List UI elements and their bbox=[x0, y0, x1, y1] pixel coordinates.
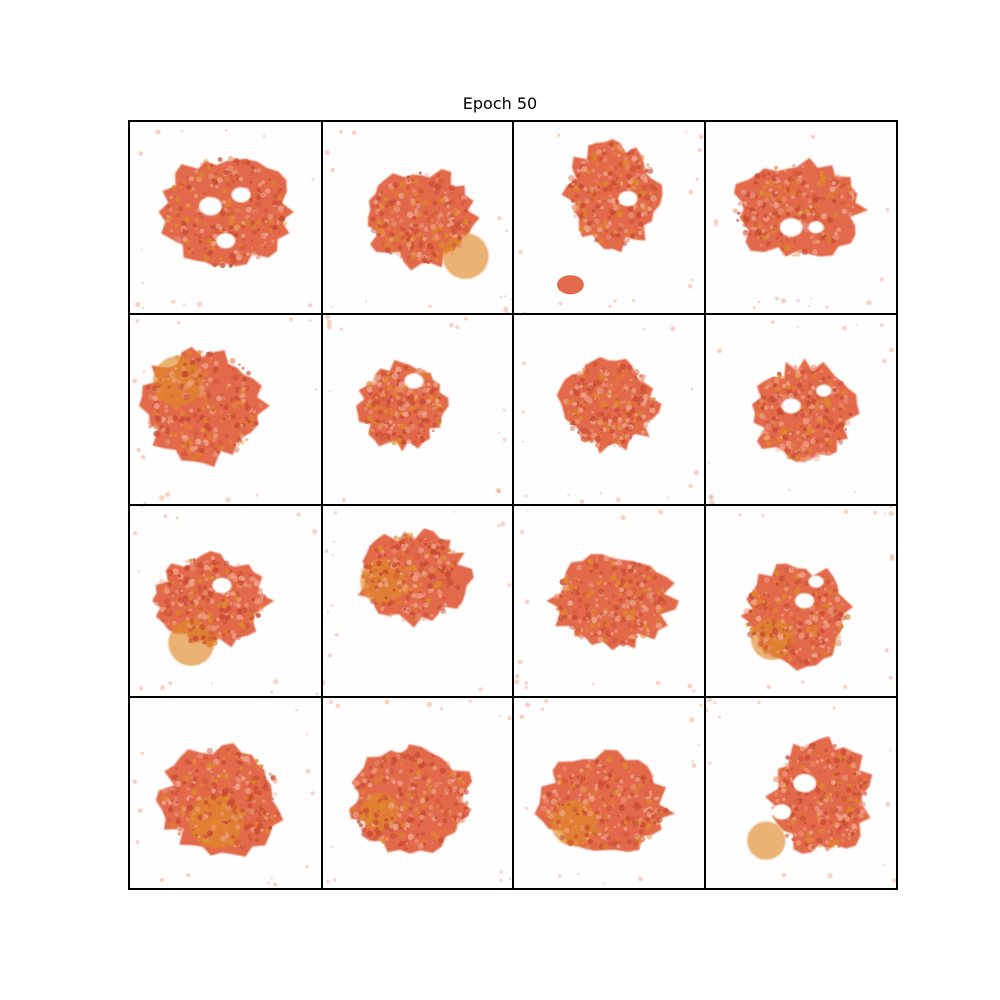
sample-image-6 bbox=[321, 313, 513, 505]
generated-sample-7 bbox=[521, 325, 700, 504]
generated-sample-4 bbox=[713, 134, 889, 309]
generated-sample-16 bbox=[704, 696, 896, 882]
sample-image-15 bbox=[513, 696, 705, 888]
generated-sample-15 bbox=[519, 698, 703, 885]
sample-image-2 bbox=[321, 122, 513, 314]
sample-image-10 bbox=[321, 505, 513, 697]
generated-sample-6 bbox=[324, 314, 506, 502]
figure-title: Epoch 50 bbox=[462, 94, 538, 113]
generated-sample-1 bbox=[135, 129, 315, 310]
sample-image-13 bbox=[130, 696, 322, 888]
generated-sample-9 bbox=[133, 505, 319, 696]
sample-image-16 bbox=[704, 696, 896, 888]
sample-image-11 bbox=[513, 505, 705, 697]
sample-image-1 bbox=[130, 122, 322, 314]
sample-image-14 bbox=[321, 696, 513, 888]
generated-sample-2 bbox=[324, 129, 513, 314]
sample-image-3 bbox=[513, 122, 705, 314]
sample-image-5 bbox=[130, 313, 322, 505]
generated-sample-13 bbox=[132, 708, 315, 886]
generated-sample-10 bbox=[321, 510, 511, 692]
generated-sample-5 bbox=[132, 316, 318, 505]
sample-image-8 bbox=[704, 313, 896, 505]
sample-image-4 bbox=[704, 122, 896, 314]
generated-sample-14 bbox=[325, 698, 511, 883]
grid-divider-horizontal bbox=[130, 695, 896, 698]
sample-image-12 bbox=[704, 505, 896, 697]
generated-sample-3 bbox=[518, 130, 704, 314]
generated-sample-12 bbox=[737, 505, 894, 690]
grid-divider-horizontal bbox=[130, 504, 896, 506]
sample-image-7 bbox=[513, 313, 705, 505]
sample-grid bbox=[128, 120, 898, 890]
generated-sample-8 bbox=[707, 319, 894, 505]
sample-image-9 bbox=[130, 505, 322, 697]
grid-divider-horizontal bbox=[130, 312, 896, 315]
generated-sample-11 bbox=[514, 509, 696, 693]
